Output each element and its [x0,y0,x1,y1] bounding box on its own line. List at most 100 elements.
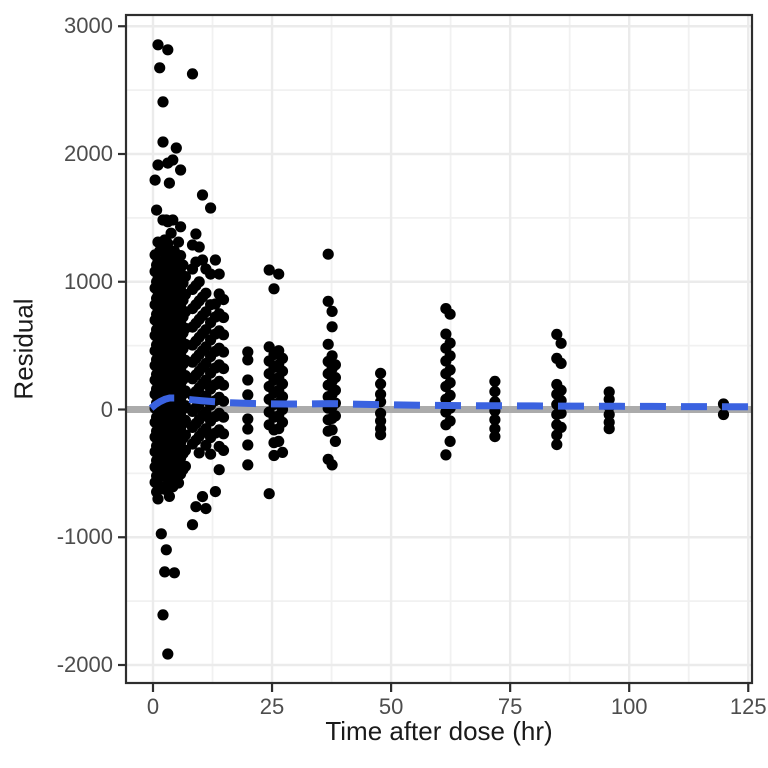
data-point [322,295,334,307]
data-point [326,321,338,333]
data-point [217,294,230,306]
data-point [193,276,205,288]
data-point [217,379,230,391]
data-point [242,389,254,401]
data-point [149,174,161,186]
data-point [217,411,230,423]
data-point [444,364,456,376]
data-point [190,501,202,513]
data-point [186,68,199,80]
data-point [375,367,387,379]
data-point [217,444,230,456]
data-point [196,254,209,266]
data-point [172,236,185,248]
data-point [322,338,334,350]
data-point [163,177,175,189]
data-point [165,227,177,239]
data-point [444,435,456,447]
data-point [551,328,563,340]
data-point [152,493,164,505]
data-point [151,204,163,216]
data-point [440,449,452,461]
data-point [154,62,166,74]
data-point [217,363,230,375]
data-point [190,228,202,240]
data-point [179,460,191,472]
data-point [217,311,230,324]
data-point [152,39,164,51]
data-point [268,449,280,462]
data-point [179,271,191,283]
data-point [157,136,169,148]
data-point [205,268,217,280]
data-point [242,354,254,366]
data-point [205,202,217,214]
smooth-line [148,394,752,411]
data-point [326,459,338,471]
data-point [603,423,615,435]
data-point [217,395,230,407]
data-point [200,287,212,299]
data-point [205,448,217,460]
data-point [329,435,341,447]
data-point [167,214,179,226]
data-point [276,378,289,390]
data-point [155,528,167,540]
data-point [263,488,275,500]
data-point [157,609,169,621]
data-point [186,519,199,531]
data-point [162,44,174,56]
data-point [217,346,230,358]
data-point [329,372,341,384]
data-point [213,464,225,476]
data-point [242,413,254,425]
data-point [276,416,289,428]
data-point [179,444,191,456]
data-point [444,389,456,401]
data-point [276,391,289,403]
data-point [444,350,456,362]
data-point [375,429,387,441]
data-point [489,431,501,443]
data-point [217,428,230,440]
data-point [551,439,563,451]
data-point [444,308,456,320]
data-point [322,248,334,260]
panel-border [124,13,754,685]
data-point [444,415,456,427]
data-point [276,352,289,364]
data-point [555,384,567,396]
data-point [329,359,341,371]
data-point [152,159,164,171]
data-point [167,154,179,166]
data-point [170,142,182,154]
data-point [160,544,172,556]
data-point [375,415,387,427]
data-point [196,491,209,503]
data-point [217,329,230,341]
data-point [273,268,285,280]
data-point [326,424,338,436]
data-point [175,164,187,176]
data-point [193,241,205,253]
data-point [440,328,452,340]
data-point [276,365,289,377]
data-point [555,337,567,349]
data-point [242,459,254,471]
data-point [209,254,221,266]
data-point [177,259,189,271]
data-point [242,346,254,358]
data-point [329,410,341,422]
data-point [555,407,567,419]
data-point [168,567,180,579]
data-point [268,283,280,295]
data-point [242,423,254,435]
data-point [603,409,615,421]
data-point [213,268,225,280]
data-point [193,447,205,459]
data-point [163,490,175,502]
data-point [242,374,254,386]
data-point [242,439,254,451]
